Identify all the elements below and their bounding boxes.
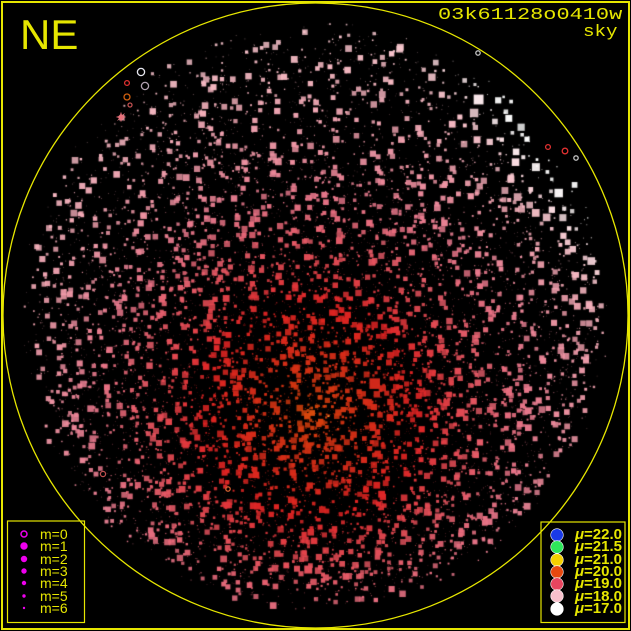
- svg-text:μ=17.0: μ=17.0: [574, 600, 622, 617]
